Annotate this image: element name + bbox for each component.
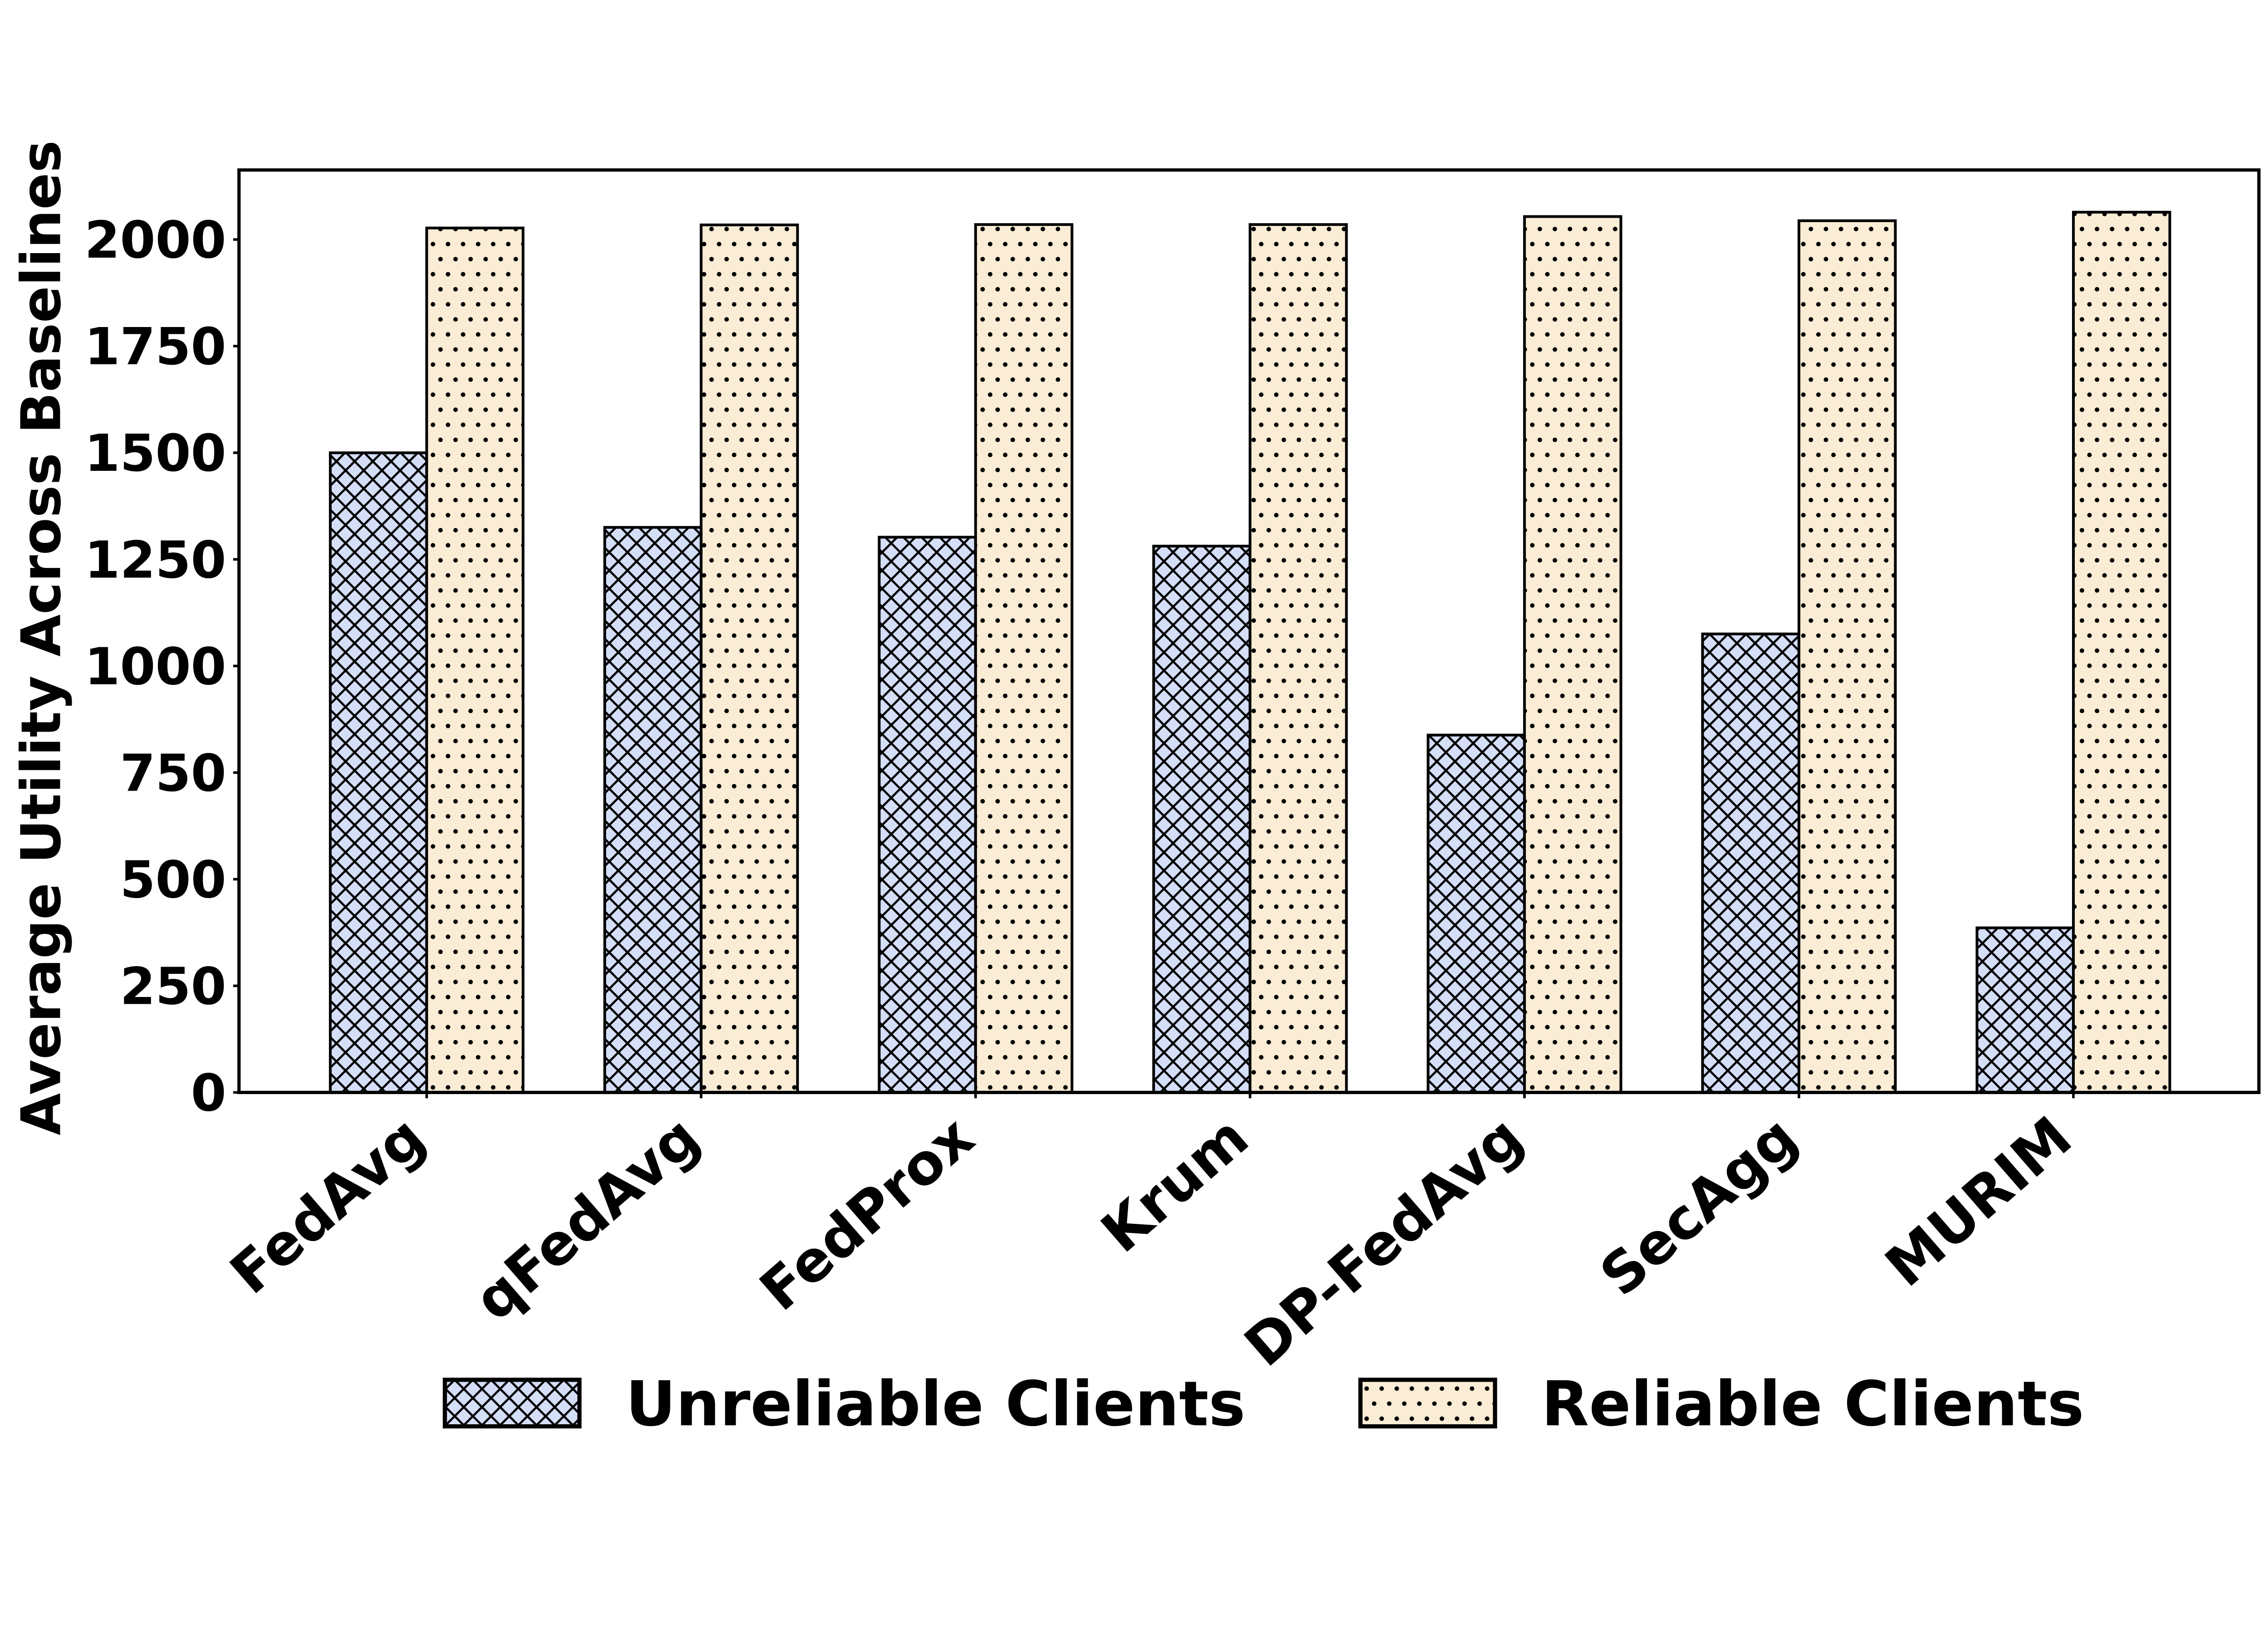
- bar-unreliable-clients-MURIM: [1975, 926, 2075, 1094]
- y-tick-label: 1250: [84, 531, 226, 590]
- y-axis-ticks: 0 250 500 750 1000 1250 1500 1750 2000: [84, 211, 239, 1123]
- legend-label-unreliable-clients: Unreliable Clients: [626, 1368, 1245, 1440]
- bar-reliable-clients-DP-FedAvg: [1523, 215, 1623, 1094]
- y-tick-label: 2000: [84, 211, 226, 270]
- bar-unreliable-clients-qFedAvg: [603, 526, 703, 1094]
- y-tick-label: 1750: [84, 318, 226, 376]
- y-tick-label: 1000: [84, 637, 226, 696]
- bar-reliable-clients-FedProx: [974, 223, 1074, 1094]
- y-tick-label: 250: [120, 958, 226, 1016]
- legend: Unreliable Clients Reliable Clients: [443, 1368, 2084, 1440]
- y-tick-label: 1500: [84, 424, 226, 483]
- legend-swatch-reliable-clients: [1358, 1378, 1497, 1429]
- x-tick-label-qFedAvg: qFedAvg: [462, 1104, 712, 1334]
- x-tick-label-FedAvg: FedAvg: [218, 1104, 437, 1307]
- y-tick-label: 0: [191, 1064, 226, 1123]
- legend-label-reliable-clients: Reliable Clients: [1541, 1368, 2084, 1440]
- bar-reliable-clients-SecAgg: [1797, 219, 1897, 1094]
- bar-unreliable-clients-DP-FedAvg: [1427, 733, 1526, 1094]
- bar-reliable-clients-qFedAvg: [699, 223, 799, 1094]
- y-tick-label: 500: [120, 850, 226, 909]
- x-tick-label-FedProx: FedProx: [748, 1104, 986, 1324]
- x-tick-label-DP-FedAvg: DP-FedAvg: [1233, 1104, 1535, 1379]
- bar-unreliable-clients-FedAvg: [329, 451, 428, 1094]
- legend-swatch-unreliable-clients: [443, 1378, 582, 1429]
- bars-group: [329, 210, 2171, 1094]
- x-tick-label-MURIM: MURIM: [1873, 1104, 2084, 1300]
- y-tick-label: 750: [120, 744, 226, 803]
- x-tick-label-Krum: Krum: [1090, 1104, 1261, 1266]
- bar-reliable-clients-FedAvg: [425, 226, 525, 1094]
- bar-unreliable-clients-SecAgg: [1701, 632, 1800, 1094]
- bar-unreliable-clients-Krum: [1152, 544, 1251, 1094]
- bar-reliable-clients-Krum: [1248, 223, 1348, 1094]
- x-tick-label-SecAgg: SecAgg: [1588, 1104, 1809, 1309]
- plot-border: [237, 168, 2261, 1095]
- bar-reliable-clients-MURIM: [2072, 210, 2171, 1094]
- bar-unreliable-clients-FedProx: [878, 536, 977, 1094]
- y-axis-title: Average Utility Across Baselines: [10, 140, 73, 1135]
